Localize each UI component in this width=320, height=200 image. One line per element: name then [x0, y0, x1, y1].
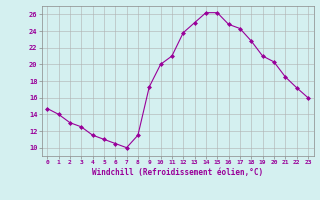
X-axis label: Windchill (Refroidissement éolien,°C): Windchill (Refroidissement éolien,°C) [92, 168, 263, 177]
